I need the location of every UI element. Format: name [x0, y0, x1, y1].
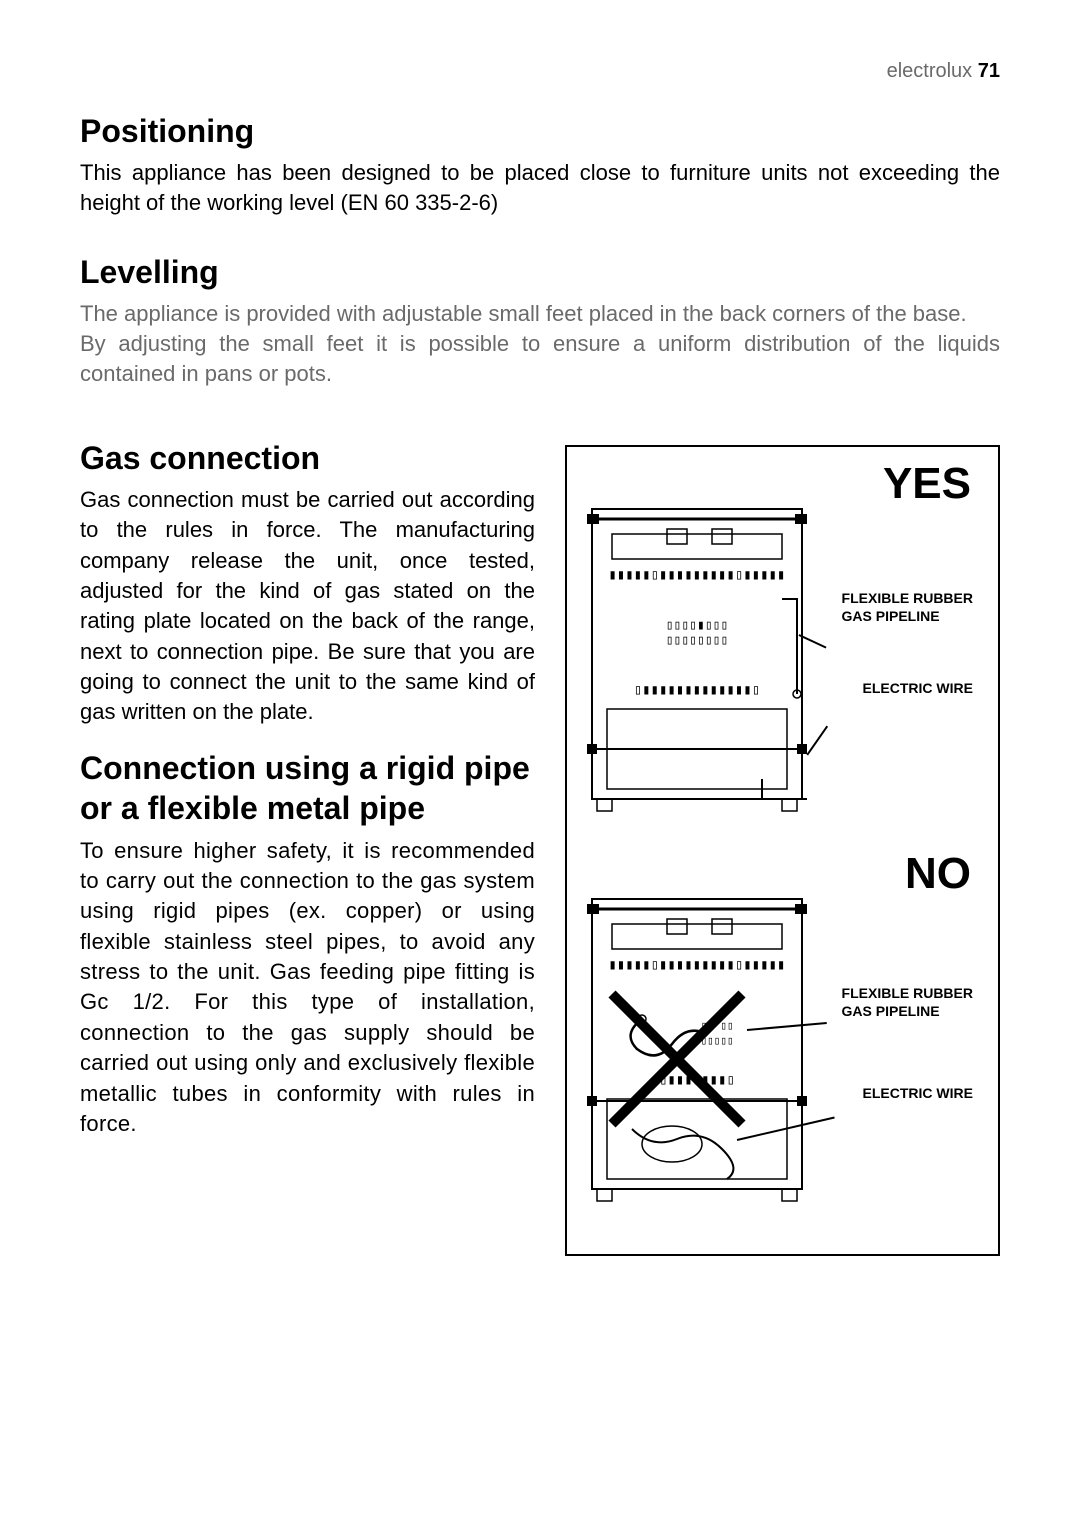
appliance-back-no: ▮▮▮▮▮▯▮▮▮▮▮▮▮▮▮▯▮▮▮▮▮ ▯▯ ▯▯ ▯▯▯▯▯ ▯▮▮▮▮▮… [582, 889, 812, 1219]
svg-text:▯▯▯▯▯▯▯▯: ▯▯▯▯▯▯▯▯ [666, 633, 729, 648]
positioning-body: This appliance has been designed to be p… [80, 158, 1000, 219]
label-electric-wire-yes: ELECTRIC WIRE [863, 679, 973, 697]
label-electric-wire-no: ELECTRIC WIRE [863, 1084, 973, 1102]
label-flexible-rubber-yes: FLEXIBLE RUBBER GAS PIPELINE [842, 589, 973, 625]
svg-text:▮▮▮▮▮▯▮▮▮▮▮▮▮▮▮▯▮▮▮▮▮: ▮▮▮▮▮▯▮▮▮▮▮▮▮▮▮▯▮▮▮▮▮ [608, 957, 785, 973]
rigid-pipe-body: To ensure higher safety, it is recommend… [80, 836, 535, 1140]
positioning-title: Positioning [80, 113, 1000, 150]
installation-diagram: YES ▮▮▮▮▮▯▮▮▮▮▮▮▮▮▮▯▮▮▮ [565, 445, 1000, 1256]
svg-text:▯▯▯▯▮▯▯▯: ▯▯▯▯▮▯▯▯ [666, 618, 729, 633]
diagram-no: NO ▮▮▮▮▮▯▮▮▮▮▮▮▮▮▮▯▮▮▮▮▮ [582, 849, 983, 1239]
appliance-back-yes: ▮▮▮▮▮▯▮▮▮▮▮▮▮▮▮▯▮▮▮▮▮ ▯▯▯▯▮▯▯▯ ▯▯▯▯▯▯▯▯ … [582, 499, 812, 829]
page-header: electrolux 71 [80, 60, 1000, 83]
brand-name: electrolux [887, 60, 973, 82]
gas-connection-title: Gas connection [80, 440, 535, 477]
levelling-body: The appliance is provided with adjustabl… [80, 299, 1000, 390]
svg-text:▮▮▮▮▮▯▮▮▮▮▮▮▮▮▮▯▮▮▮▮▮: ▮▮▮▮▮▯▮▮▮▮▮▮▮▮▮▯▮▮▮▮▮ [608, 567, 785, 583]
gas-connection-body: Gas connection must be carried out accor… [80, 485, 535, 728]
svg-text:▯▮▮▮▮▮▮▮▮▮▮▮▮▮▯: ▯▮▮▮▮▮▮▮▮▮▮▮▮▮▯ [634, 682, 760, 698]
label-flexible-rubber-no: FLEXIBLE RUBBER GAS PIPELINE [842, 984, 973, 1020]
yes-label: YES [883, 459, 971, 509]
rigid-pipe-title: Connection using a rigid pipe or a flexi… [80, 748, 535, 828]
no-label: NO [905, 849, 971, 899]
page-number: 71 [978, 60, 1000, 82]
diagram-yes: YES ▮▮▮▮▮▯▮▮▮▮▮▮▮▮▮▯▮▮▮ [582, 459, 983, 849]
levelling-title: Levelling [80, 254, 1000, 291]
